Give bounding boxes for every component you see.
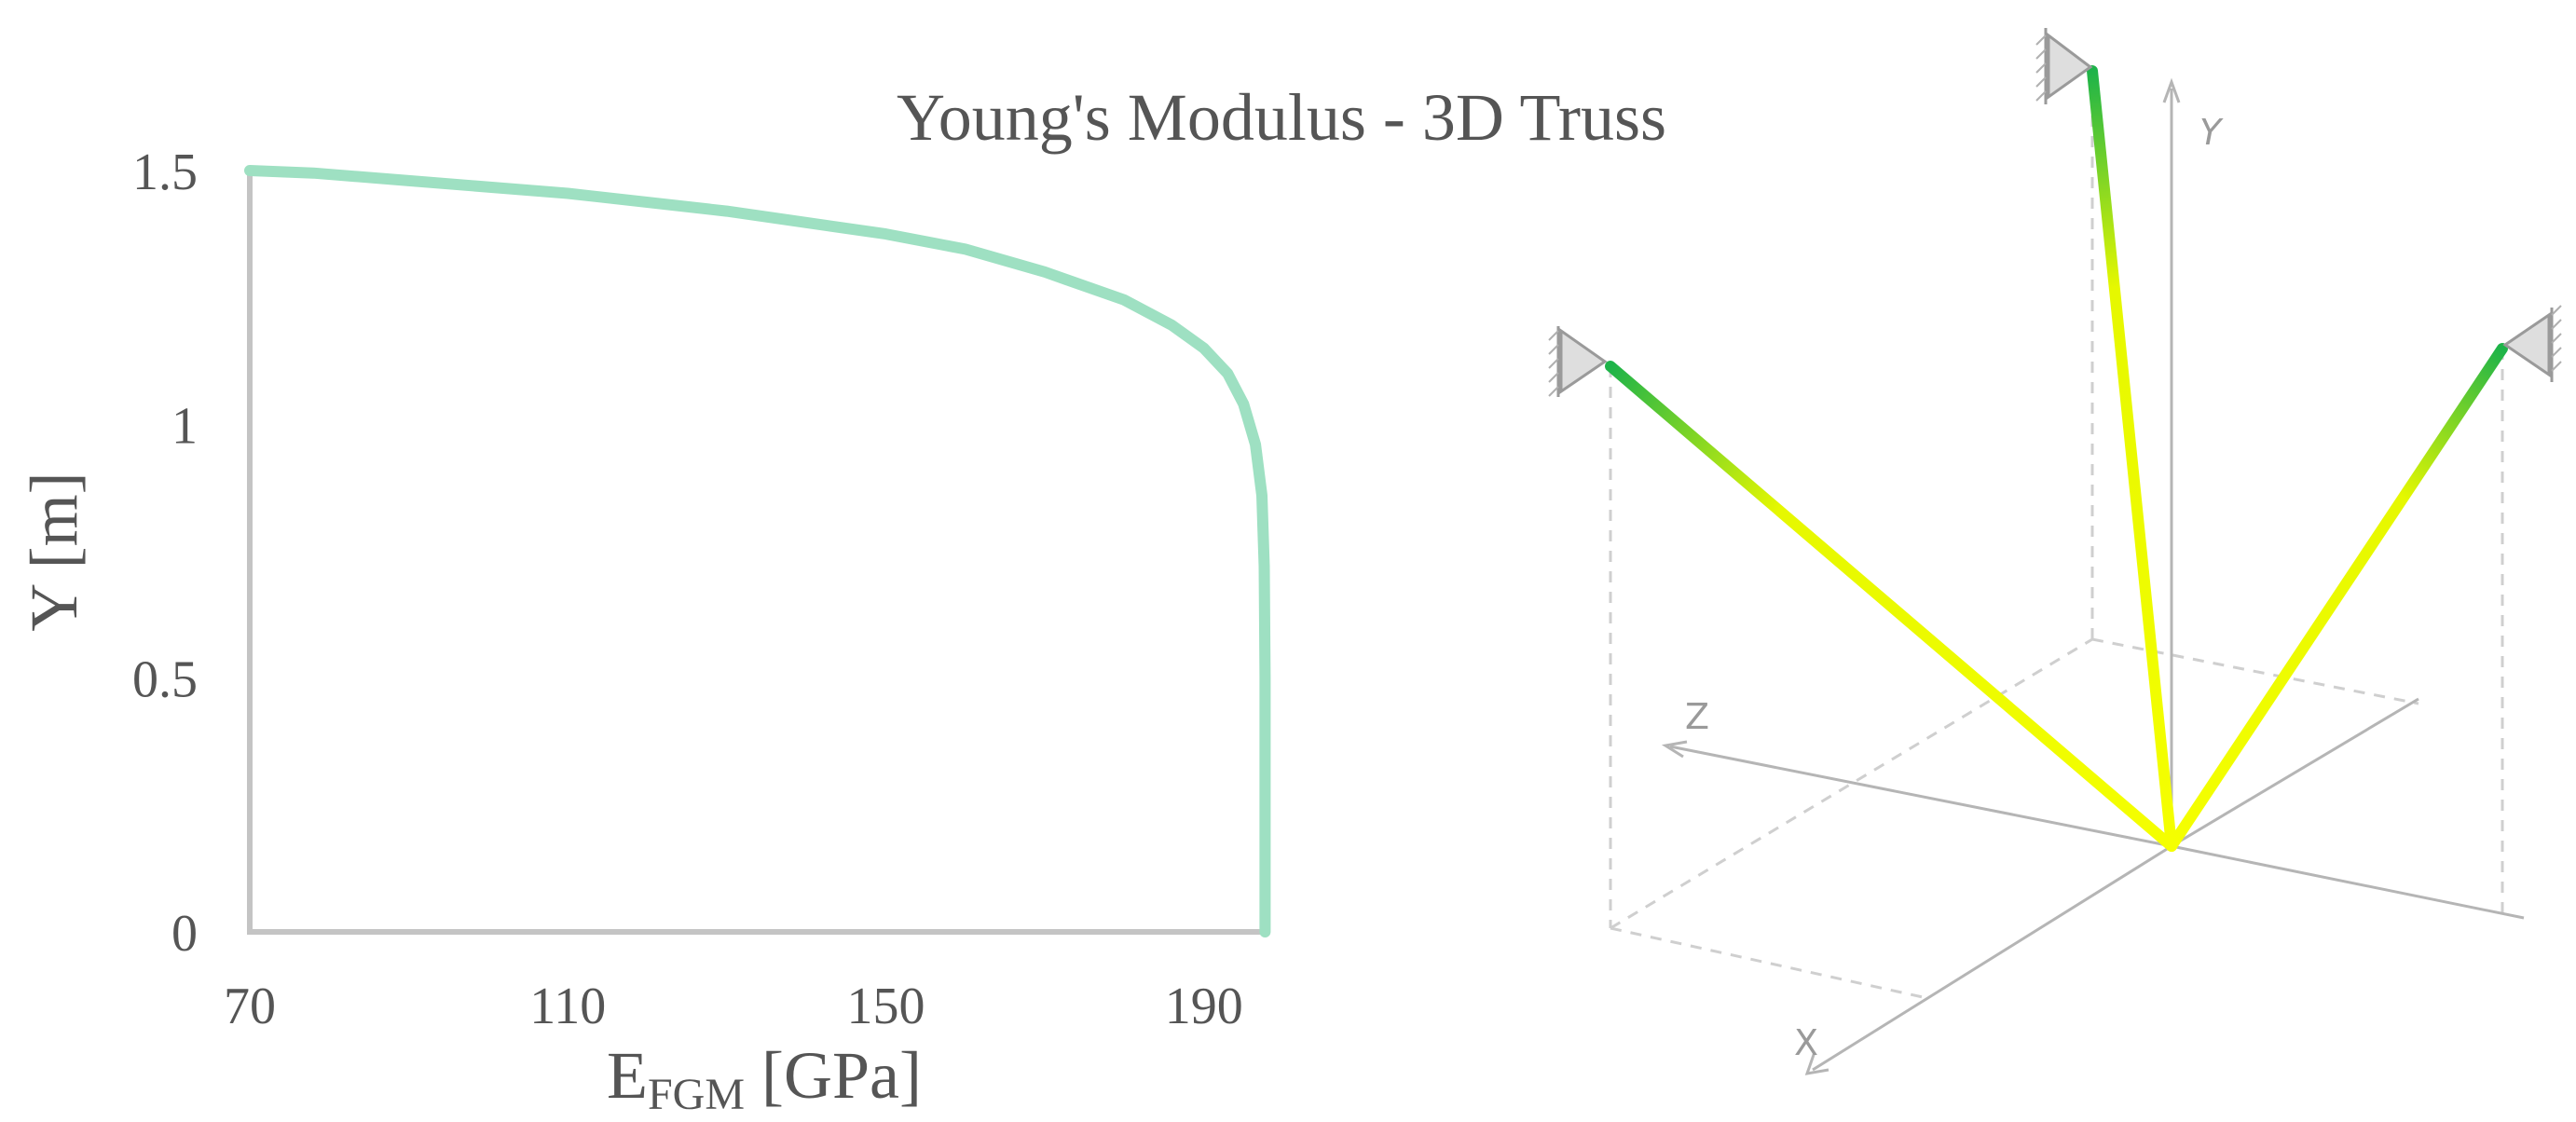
y-tick-label: 1.5: [132, 144, 198, 201]
x-axis-title-unit: [GPa]: [745, 1038, 922, 1113]
x-tick-labels: 70 110 150 190: [224, 978, 1243, 1035]
member-left: [1605, 361, 2177, 852]
y-axis-title: Y [m]: [17, 472, 91, 631]
support-left: [1548, 326, 1608, 397]
z-axis-negative: [2171, 844, 2525, 920]
x-tick-label: 150: [846, 978, 925, 1035]
x-arrow: [1804, 1051, 1829, 1075]
coordinate-axes: [1661, 77, 2525, 1075]
truss-diagram: Y Z X: [1548, 28, 2562, 1075]
x-axis-negative: [2171, 697, 2419, 848]
x-axis-title: EFGM [GPa]: [607, 1038, 922, 1119]
y-tick-label: 1: [171, 397, 198, 455]
x-axis: [1812, 844, 2172, 1072]
y-tick-label: 0.5: [132, 651, 198, 709]
axis-label-y: Y: [2199, 112, 2224, 153]
y-arrow: [2162, 77, 2181, 103]
z-arrow: [1661, 740, 1688, 759]
member-top: [2087, 65, 2177, 852]
x-tick-label: 190: [1165, 978, 1243, 1035]
chart-title: Young's Modulus - 3D Truss: [897, 80, 1666, 155]
x-tick-label: 110: [529, 978, 606, 1035]
projection-lines: [1609, 103, 2504, 999]
series-line: [244, 165, 1271, 937]
axis-label-x: X: [1794, 1022, 1818, 1063]
y-tick-labels: 0 0.5 1 1.5: [132, 144, 198, 963]
support-right: [2502, 305, 2562, 382]
x-tick-label: 70: [224, 978, 276, 1035]
member-right: [2166, 343, 2508, 852]
line-chart: 0 0.5 1 1.5 70 110 150 190 Y [m] EFGM [GPa]: [17, 144, 1271, 1119]
x-axis-title-main: E: [607, 1038, 648, 1113]
z-axis: [1669, 745, 2172, 848]
axis-label-z: Z: [1685, 696, 1709, 737]
y-tick-label: 0: [171, 905, 198, 963]
x-axis-title-sub: FGM: [648, 1070, 745, 1119]
support-top: [2035, 28, 2093, 104]
